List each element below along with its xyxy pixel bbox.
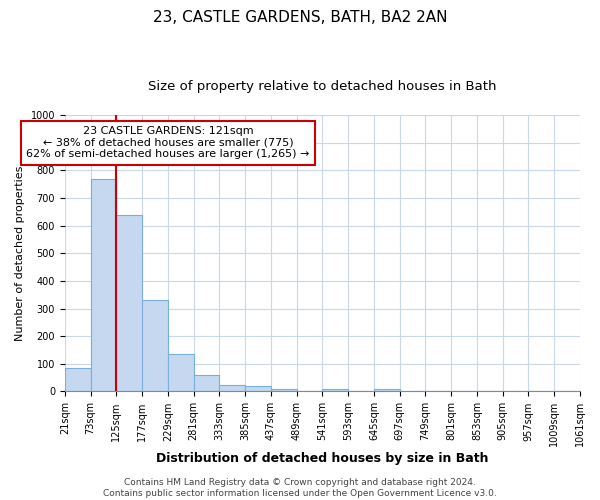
Bar xyxy=(142,300,168,392)
Text: 23, CASTLE GARDENS, BATH, BA2 2AN: 23, CASTLE GARDENS, BATH, BA2 2AN xyxy=(153,10,447,25)
Bar xyxy=(168,354,194,392)
Bar xyxy=(116,214,142,392)
Bar xyxy=(271,390,296,392)
Title: Size of property relative to detached houses in Bath: Size of property relative to detached ho… xyxy=(148,80,497,93)
Bar xyxy=(91,178,116,392)
Bar xyxy=(322,388,348,392)
Y-axis label: Number of detached properties: Number of detached properties xyxy=(15,166,25,341)
Bar xyxy=(220,384,245,392)
Text: 23 CASTLE GARDENS: 121sqm
← 38% of detached houses are smaller (775)
62% of semi: 23 CASTLE GARDENS: 121sqm ← 38% of detac… xyxy=(26,126,310,160)
Bar xyxy=(194,375,220,392)
Bar xyxy=(374,388,400,392)
X-axis label: Distribution of detached houses by size in Bath: Distribution of detached houses by size … xyxy=(156,452,488,465)
Text: Contains HM Land Registry data © Crown copyright and database right 2024.
Contai: Contains HM Land Registry data © Crown c… xyxy=(103,478,497,498)
Bar xyxy=(65,368,91,392)
Bar xyxy=(245,386,271,392)
